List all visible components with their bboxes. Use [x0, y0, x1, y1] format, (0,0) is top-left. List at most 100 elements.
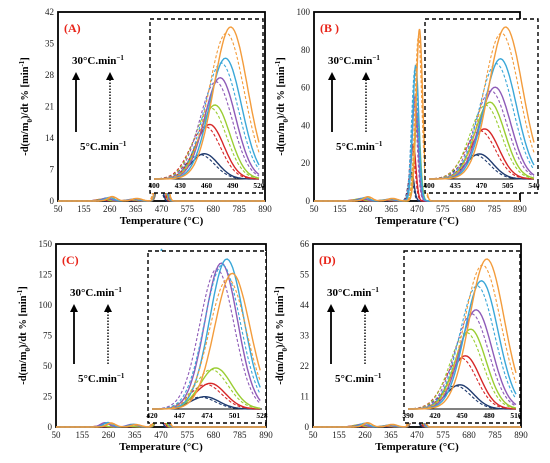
y-tick-label: 7	[50, 165, 55, 175]
y-tick-label: 60	[301, 83, 311, 93]
x-tick-label: 785	[488, 204, 502, 214]
chart-panel-2: 0 20 40 60 80 100 50 155 260 365 470 575 680 785 890 Te…	[274, 7, 540, 227]
rate-high-sup: −1	[114, 286, 122, 294]
y-tick-label: 75	[43, 331, 53, 341]
x-tick-label: 155	[76, 430, 90, 440]
x-tick-label: 680	[462, 430, 476, 440]
x-tick-label: 365	[128, 430, 142, 440]
panel-label: (D)	[319, 253, 336, 267]
rate-high-text: 30°C.min	[328, 55, 372, 67]
inset-tick-label: 400	[148, 181, 160, 190]
y-axis-label-part: )/dt % [min	[276, 66, 287, 119]
rate-high-text: 30°C.min	[327, 287, 371, 299]
x-axis-label: Temperature (°C)	[375, 441, 459, 453]
chart-panel-4: 0 11 22 33 44 55 66 50 155 260 365 470 575 680 785 890 T…	[273, 239, 528, 453]
y-tick-label: 28	[45, 70, 55, 80]
inset-tick-label: 480	[483, 411, 495, 420]
inset-tick-label: 450	[456, 411, 468, 420]
y-axis-label-part: )/dt % [min	[18, 295, 29, 348]
y-axis-label: -d(m/m0)/dt % [min-1]	[18, 57, 34, 156]
y-axis-label: -d(m/m0)/dt % [min-1]	[16, 286, 32, 385]
inset-tick-label: 470	[476, 181, 488, 190]
inset-chart: 390 420 450 480 510	[402, 250, 522, 424]
inset-tick-label: 528	[256, 411, 268, 420]
arrow-head	[106, 72, 114, 80]
inset-tick-label: 390	[402, 411, 414, 420]
arrow-head	[104, 304, 112, 312]
x-tick-label: 680	[462, 204, 476, 214]
y-axis-label-part: -d(m/m	[18, 351, 29, 384]
x-axis-label: Temperature (°C)	[119, 441, 203, 453]
inset-series-line-dashed	[429, 32, 535, 180]
inset-frame	[149, 18, 264, 194]
rate-low-text: 5°C.min	[80, 141, 119, 153]
inset-frame	[403, 250, 521, 424]
rate-high-sup: −1	[116, 54, 124, 62]
inset-series-line-dashed	[152, 383, 261, 410]
y-tick-label: 44	[300, 300, 310, 310]
rate-high-label: 30°C.min−1	[328, 54, 380, 67]
rate-high-label: 30°C.min−1	[72, 54, 124, 67]
rate-high-sup: −1	[372, 54, 380, 62]
y-tick-label: 42	[45, 7, 54, 17]
y-axis-label: -d(m/m0)/dt % [min-1]	[273, 286, 289, 385]
inset-series-line-dashed	[407, 357, 516, 410]
y-axis-label-part: ]	[20, 57, 31, 61]
x-tick-label: 155	[77, 204, 91, 214]
y-axis-label-part: 0	[281, 348, 289, 352]
x-tick-label: 155	[333, 204, 347, 214]
y-axis-label-part: 0	[24, 348, 32, 352]
x-tick-label: 470	[410, 430, 424, 440]
y-tick-label: 0	[48, 422, 53, 432]
x-tick-label: 890	[514, 430, 528, 440]
x-tick-label: 365	[129, 204, 143, 214]
inset-frame	[147, 250, 267, 424]
inset-series-line-dashed	[154, 81, 260, 180]
y-tick-label: 40	[301, 120, 311, 130]
x-tick-label: 155	[332, 430, 346, 440]
x-tick-label: 890	[258, 204, 272, 214]
inset-chart: 400 430 460 490 520	[148, 18, 265, 194]
x-tick-label: 260	[103, 204, 117, 214]
inset-series-line	[152, 272, 261, 410]
inset-series-line-dashed	[428, 104, 535, 180]
y-tick-label: 11	[300, 392, 309, 402]
x-tick-label: 785	[488, 430, 502, 440]
y-tick-label: 22	[300, 361, 309, 371]
y-axis-label-part: -1	[274, 60, 282, 66]
inset-tick-label: 447	[174, 411, 186, 420]
x-tick-label: 365	[385, 204, 399, 214]
x-tick-label: 890	[259, 430, 273, 440]
rate-low-label: 5°C.min−1	[335, 372, 382, 385]
x-tick-label: 785	[232, 204, 246, 214]
inset-frame	[424, 18, 539, 194]
y-tick-label: 0	[306, 196, 311, 206]
y-axis-label-part: )/dt % [min	[20, 66, 31, 119]
rate-high-label: 30°C.min−1	[70, 286, 122, 299]
y-axis-label: -d(m/m0)/dt % [min-1]	[274, 57, 290, 156]
x-tick-label: 785	[233, 430, 247, 440]
x-tick-label: 890	[513, 204, 527, 214]
y-tick-label: 125	[39, 270, 53, 280]
inset-series-line-dashed	[152, 396, 261, 410]
plot-frame	[312, 243, 522, 428]
x-tick-label: 575	[436, 204, 450, 214]
inset-series-line	[154, 26, 260, 180]
y-axis-label-part: -d(m/m	[20, 122, 31, 155]
y-tick-label: 0	[50, 196, 55, 206]
rate-high-label: 30°C.min−1	[327, 286, 379, 299]
y-axis-label-part: 0	[282, 119, 290, 123]
inset-series-line-dashed	[152, 278, 261, 410]
panel-label: (C)	[62, 253, 79, 267]
rate-low-sup: −1	[117, 372, 125, 380]
inset-series-line-dashed	[408, 264, 517, 410]
inset-tick-label: 505	[502, 181, 514, 190]
inset-series-line-dashed	[153, 154, 259, 180]
y-axis-label-part: -d(m/m	[275, 351, 286, 384]
inset-tick-label: 490	[227, 181, 239, 190]
x-tick-label: 470	[410, 204, 424, 214]
arrow-head	[361, 304, 369, 312]
inset-series-line-dashed	[151, 268, 261, 410]
inset-series-line-dashed	[428, 130, 534, 180]
x-tick-label: 50	[54, 204, 64, 214]
